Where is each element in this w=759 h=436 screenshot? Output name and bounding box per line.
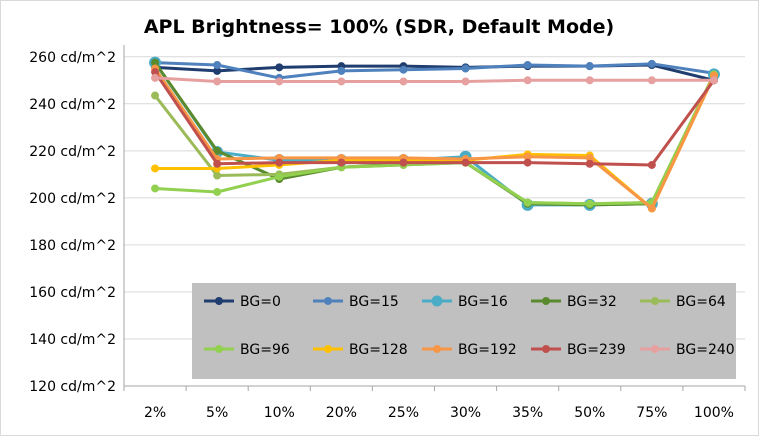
legend-item: BG=239 [531,342,626,358]
legend-label: BG=64 [676,294,726,310]
legend-item: BG=0 [204,294,281,310]
data-point [585,159,594,168]
data-point [585,76,594,85]
x-tick-label: 75% [636,405,667,421]
data-point [337,158,346,167]
legend-label: BG=239 [567,342,626,358]
data-point [213,146,222,155]
legend-label: BG=0 [240,294,281,310]
series-line [154,61,715,80]
data-point [399,77,408,86]
series-bg-240 [151,73,718,86]
data-point [275,172,284,181]
y-tick-label: 160 cd/m^2 [29,285,116,301]
data-point [213,171,222,180]
legend-swatch-marker [542,297,550,305]
y-tick-label: 120 cd/m^2 [29,379,116,395]
legend-label: BG=96 [240,342,290,358]
legend-swatch-marker [431,295,443,307]
data-point [213,60,222,69]
series-line [153,71,716,167]
x-tick-label: 35% [512,405,543,421]
legend-swatch-marker [215,297,223,305]
legend-item: BG=32 [531,294,617,310]
data-point [523,158,532,167]
data-point [151,184,160,193]
data-point [337,66,346,75]
legend-item: BG=15 [313,294,399,310]
data-point [337,77,346,86]
legend-item: BG=96 [204,342,290,358]
data-point [275,63,284,72]
data-point [275,158,284,167]
data-point [213,187,222,196]
data-point [275,77,284,86]
legend-label: BG=128 [349,342,408,358]
data-point [523,198,532,207]
data-point [461,158,470,167]
y-tick-label: 220 cd/m^2 [29,144,116,160]
data-point [399,65,408,74]
axes: 120 cd/m^2 140 cd/m^2 160 cd/m^2 180 cd/m^2… [29,45,746,421]
x-tick-label: 2% [144,405,166,421]
legend-swatch-marker [651,297,659,305]
data-point [151,73,160,82]
data-point [647,76,656,85]
data-point [213,77,222,86]
legend-swatch-marker [324,297,332,305]
x-tick-label: 100% [694,405,734,421]
legend-label: BG=16 [458,294,508,310]
x-tick-label: 30% [450,405,481,421]
data-point [461,64,470,73]
chart-title: APL Brightness= 100% (SDR, Default Mode) [144,16,614,38]
legend-item: BG=64 [640,294,726,310]
data-point [399,158,408,167]
x-tick-label: 50% [574,405,605,421]
legend-item: BG=16 [422,294,508,310]
data-point [461,77,470,86]
data-point [151,164,160,173]
legend-swatch-marker [433,345,441,353]
legend: BG=0 BG=15 BG=16 BG=32 BG=64 BG=96 BG=128 BG=19… [192,283,736,379]
series-lines [149,56,720,213]
y-tick-label: 180 cd/m^2 [29,238,116,254]
legend-label: BG=32 [567,294,617,310]
series-bg-239 [151,68,718,169]
data-point [523,60,532,69]
legend-label: BG=15 [349,294,399,310]
legend-item: BG=128 [313,342,408,358]
legend-swatch-marker [324,345,332,353]
y-tick-label: 140 cd/m^2 [29,332,116,348]
x-tick-label: 10% [264,405,295,421]
data-point [523,76,532,85]
data-point [647,160,656,169]
legend-label: BG=240 [676,342,735,358]
legend-box [192,283,736,379]
legend-label: BG=192 [458,342,517,358]
data-point [647,204,656,213]
x-tick-label: 25% [388,405,419,421]
data-point [213,159,222,168]
legend-item: BG=240 [640,342,735,358]
x-tick-label: 20% [326,405,357,421]
legend-swatch-marker [651,345,659,353]
data-point [585,199,594,208]
series-line [154,76,714,83]
legend-swatch-marker [542,345,550,353]
data-point [709,76,718,85]
series-line [153,67,716,210]
y-tick-label: 200 cd/m^2 [29,191,116,207]
data-point [151,91,160,100]
data-point [647,59,656,68]
y-tick-label: 260 cd/m^2 [29,50,116,66]
x-tick-label: 5% [206,405,228,421]
data-point [585,62,594,71]
y-tick-label: 240 cd/m^2 [29,97,116,113]
legend-item: BG=192 [422,342,517,358]
legend-swatch-marker [215,345,223,353]
